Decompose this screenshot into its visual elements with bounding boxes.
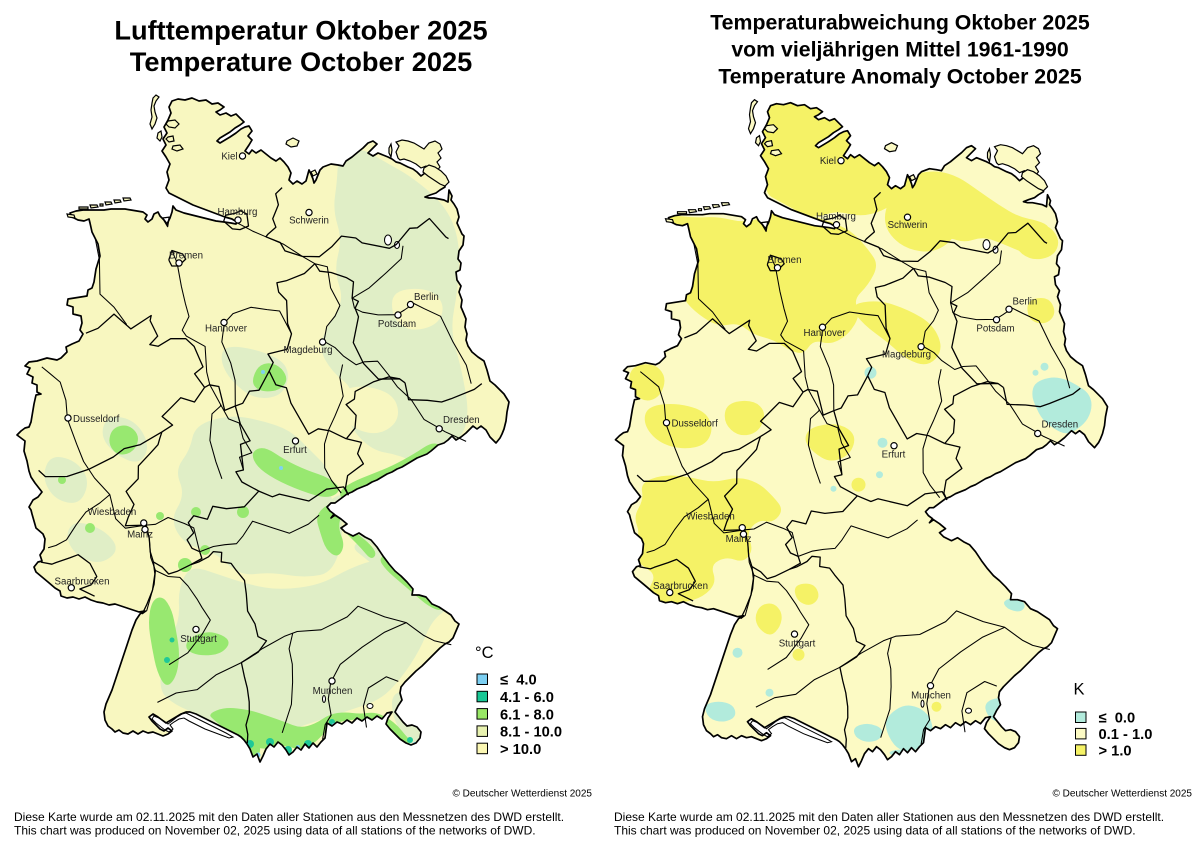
svg-text:Temperature October 2025: Temperature October 2025 [130,46,473,77]
svg-text:vom vieljährigen Mittel 1961-1: vom vieljährigen Mittel 1961-1990 [731,37,1068,61]
svg-text:≤ 0.0: ≤ 0.0 [1099,711,1136,727]
svg-text:Berlin: Berlin [414,292,439,303]
svg-text:4.1 - 6.0: 4.1 - 6.0 [500,690,554,706]
svg-text:Munchen: Munchen [313,686,353,697]
svg-text:Temperature Anomaly October 20: Temperature Anomaly October 2025 [718,64,1082,88]
svg-text:This chart was produced on Nov: This chart was produced on November 02, … [614,823,1136,837]
svg-text:Hannover: Hannover [205,324,248,335]
svg-text:Stuttgart: Stuttgart [779,639,816,650]
svg-text:6.1 - 8.0: 6.1 - 8.0 [500,707,554,723]
svg-text:Wiesbaden: Wiesbaden [88,507,136,518]
svg-text:Kiel: Kiel [820,156,836,167]
svg-text:Dresden: Dresden [443,415,480,426]
svg-text:Wiesbaden: Wiesbaden [686,512,734,523]
svg-text:Saarbrucken: Saarbrucken [55,577,110,588]
svg-text:Temperaturabweichung Oktober 2: Temperaturabweichung Oktober 2025 [710,10,1090,34]
svg-text:Hamburg: Hamburg [218,207,258,218]
svg-text:8.1 - 10.0: 8.1 - 10.0 [500,725,562,741]
svg-text:Magdeburg: Magdeburg [882,350,931,361]
svg-text:Saarbrucken: Saarbrucken [653,581,708,592]
svg-text:Potsdam: Potsdam [976,324,1014,335]
svg-text:Berlin: Berlin [1013,297,1038,308]
svg-text:Diese Karte wurde am 02.11.202: Diese Karte wurde am 02.11.2025 mit den … [14,810,564,824]
svg-text:Mainz: Mainz [127,530,153,541]
svg-text:Munchen: Munchen [911,691,951,702]
svg-text:Bremen: Bremen [768,255,802,266]
svg-text:0.1 - 1.0: 0.1 - 1.0 [1099,727,1153,743]
svg-text:This chart was produced on Nov: This chart was produced on November 02, … [14,823,536,837]
svg-text:Dresden: Dresden [1042,420,1079,431]
svg-text:> 1.0: > 1.0 [1099,744,1132,760]
svg-text:Erfurt: Erfurt [283,445,307,456]
svg-text:Erfurt: Erfurt [882,450,906,461]
svg-text:°C: °C [475,644,494,662]
svg-text:Schwerin: Schwerin [289,216,329,227]
svg-text:© Deutscher Wetterdienst 2025: © Deutscher Wetterdienst 2025 [1053,789,1193,800]
svg-text:Dusseldorf: Dusseldorf [73,414,120,425]
svg-text:Schwerin: Schwerin [888,220,928,231]
svg-text:Stuttgart: Stuttgart [180,634,217,645]
svg-text:≤ 4.0: ≤ 4.0 [500,673,537,689]
svg-text:Dusseldorf: Dusseldorf [672,419,719,430]
svg-text:© Deutscher Wetterdienst 2025: © Deutscher Wetterdienst 2025 [453,789,593,800]
svg-text:Mainz: Mainz [726,534,752,545]
svg-text:> 10.0: > 10.0 [500,742,541,758]
svg-text:K: K [1074,681,1085,699]
svg-text:Hamburg: Hamburg [816,212,856,223]
svg-text:Kiel: Kiel [221,152,237,163]
svg-text:Hannover: Hannover [803,328,846,339]
svg-text:Magdeburg: Magdeburg [283,345,332,356]
svg-text:Lufttemperatur Oktober 2025: Lufttemperatur Oktober 2025 [114,15,487,46]
svg-text:Potsdam: Potsdam [378,319,416,330]
svg-text:Diese Karte wurde am 02.11.202: Diese Karte wurde am 02.11.2025 mit den … [614,810,1164,824]
svg-text:Bremen: Bremen [169,251,203,262]
